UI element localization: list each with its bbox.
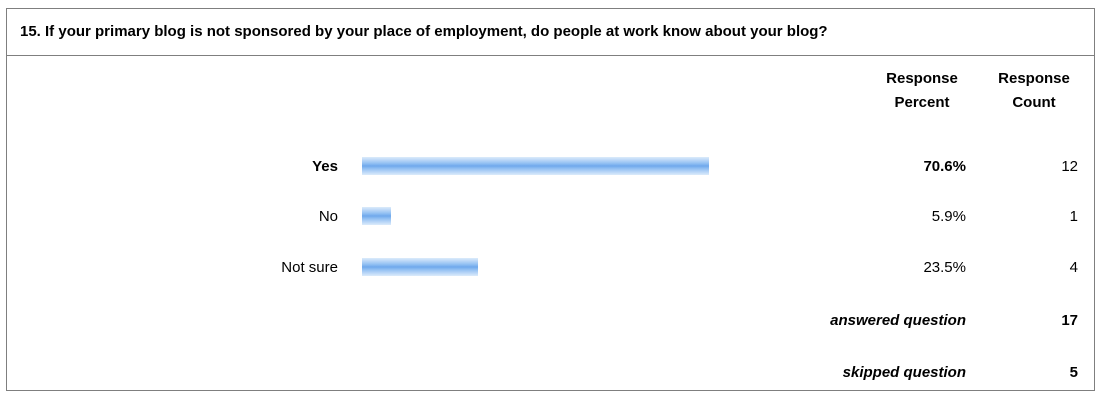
response-count-header-line1: Response — [998, 70, 1070, 87]
category-label: Not sure — [281, 259, 338, 276]
category-label: No — [318, 208, 338, 225]
response-percent: 5.9% — [931, 208, 966, 225]
response-percent: 70.6% — [923, 158, 966, 175]
response-percent: 23.5% — [923, 259, 966, 276]
question-panel: 15. If your primary blog is not sponsore… — [6, 8, 1095, 391]
response-count: 4 — [1069, 259, 1078, 276]
skipped-question-label: skipped question — [842, 364, 966, 381]
category-label: Yes — [312, 158, 338, 175]
question-title: 15. If your primary blog is not sponsore… — [20, 23, 828, 40]
skipped-question-value: 5 — [1069, 364, 1078, 381]
response-count: 1 — [1069, 208, 1078, 225]
question-header: 15. If your primary blog is not sponsore… — [7, 9, 1094, 56]
response-count: 12 — [1061, 158, 1078, 175]
answered-question-value: 17 — [1061, 312, 1078, 329]
response-bar — [362, 258, 478, 276]
answered-question-label: answered question — [830, 312, 966, 329]
response-percent-header-line2: Percent — [894, 94, 950, 111]
response-percent-header: Response Percent — [872, 67, 972, 115]
response-count-header: Response Count — [982, 67, 1086, 115]
response-bar — [362, 207, 391, 225]
response-count-header-line2: Count — [1012, 94, 1056, 111]
response-bar — [362, 157, 709, 175]
response-percent-header-line1: Response — [886, 70, 958, 87]
